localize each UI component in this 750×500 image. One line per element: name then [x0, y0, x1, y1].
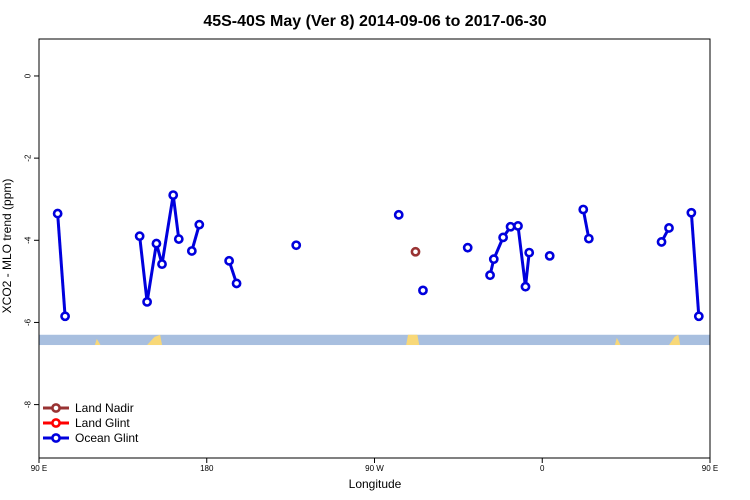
data-point: [173, 234, 184, 244]
y-tick-label: -6: [24, 318, 33, 326]
legend-swatch-marker: [51, 403, 61, 413]
map-strip-land: [406, 334, 420, 346]
data-point: [291, 240, 302, 251]
data-point: [498, 232, 509, 243]
data-point: [520, 281, 531, 292]
data-point: [583, 233, 594, 244]
data-point: [60, 311, 70, 322]
x-axis-label: Longitude: [349, 477, 402, 491]
data-point: [410, 246, 421, 257]
x-tick-label: 90 E: [702, 464, 718, 473]
axes: 90 E 180 90 W 0 90 E 0 -2 -4 -6 -8: [24, 73, 719, 473]
legend-label: Land Nadir: [75, 401, 134, 415]
data-point: [505, 221, 516, 232]
legend-label: Ocean Glint: [75, 431, 139, 445]
data-point: [151, 238, 162, 249]
y-axis-label: XCO2 - MLO trend (ppm): [0, 179, 14, 314]
x-tick-label: 0: [540, 464, 545, 473]
data-point: [194, 219, 205, 230]
data-point: [157, 259, 167, 270]
legend-label: Land Glint: [75, 416, 130, 430]
data-point: [656, 237, 667, 247]
data-point: [224, 255, 235, 266]
data-point: [393, 209, 404, 220]
data-point: [524, 247, 535, 258]
map-strip-ocean: [39, 334, 710, 346]
data-point: [142, 297, 153, 307]
data-point: [686, 207, 697, 218]
y-tick-label: 0: [24, 73, 33, 78]
x-tick-label: 90 E: [31, 464, 47, 473]
data-point: [485, 270, 495, 281]
x-tick-label: 180: [200, 464, 214, 473]
series-line: [138, 194, 181, 303]
y-tick-label: -8: [24, 400, 33, 408]
series-line: [689, 212, 701, 317]
y-tick-label: -4: [24, 236, 33, 244]
data-point: [52, 208, 63, 219]
x-tick-label: 90 W: [365, 464, 384, 473]
series-line: [581, 209, 591, 239]
data-point: [418, 285, 428, 296]
series-line: [56, 213, 67, 317]
data-point: [488, 254, 499, 265]
legend-swatch-marker: [51, 418, 61, 428]
map-strip-land: [147, 334, 163, 346]
data-point: [513, 221, 523, 231]
data-point: [664, 223, 674, 233]
chart-title: 45S-40S May (Ver 8) 2014-09-06 to 2017-0…: [203, 13, 546, 30]
data-point: [231, 278, 242, 289]
data-point: [693, 311, 704, 322]
data-point: [168, 190, 179, 200]
y-tick-label: -2: [24, 154, 33, 162]
data-point: [462, 242, 473, 253]
map-strip-land: [94, 338, 101, 346]
data-point: [186, 246, 197, 256]
data-point: [134, 231, 145, 242]
map-strip-land: [668, 334, 681, 346]
data-point: [578, 204, 589, 215]
data-point: [544, 250, 555, 261]
map-strip-land: [614, 337, 621, 346]
plot-area: [39, 190, 710, 346]
legend-swatch-marker: [51, 433, 61, 443]
